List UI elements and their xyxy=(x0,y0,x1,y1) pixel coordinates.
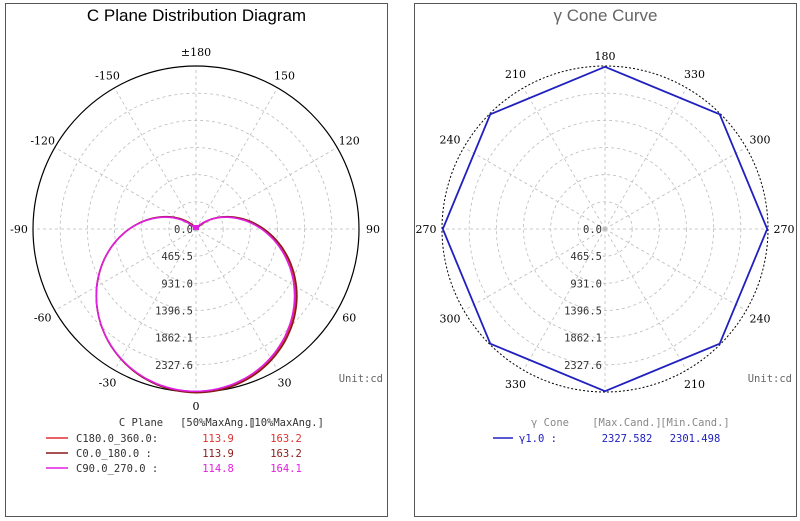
radial-tick-label: 1862.1 xyxy=(564,333,602,345)
legend-header: [Max.Cand.] xyxy=(592,417,662,429)
radial-tick-label: 931.0 xyxy=(161,278,193,290)
radial-tick-label: 1396.5 xyxy=(155,306,193,318)
legend-value-50: 114.8 xyxy=(202,463,234,475)
angle-label: -30 xyxy=(99,376,117,389)
grid-spoke xyxy=(523,87,606,230)
c-plane-chart: ±180 150 120 90 60 30 0 -30 -60 -90 -120 -150 0.0 465… xyxy=(10,46,383,475)
angle-label: 90 xyxy=(366,223,380,236)
legend-row-name: C90.0_270.0 : xyxy=(76,463,158,475)
angle-label: -90 xyxy=(10,223,28,236)
angle-label: 270 xyxy=(416,223,437,236)
c-plane-title: C Plane Distribution Diagram xyxy=(86,6,307,25)
angle-label: 0 xyxy=(193,400,200,413)
legend-header: [50%MaxAng.] xyxy=(180,417,256,429)
angle-label: 210 xyxy=(505,68,526,81)
angle-label: 240 xyxy=(750,313,771,326)
legend-value-min: 2301.498 xyxy=(670,433,721,445)
angle-label: -150 xyxy=(95,70,120,83)
radial-tick-label: 931.0 xyxy=(570,278,602,290)
grid-ring xyxy=(168,201,224,257)
legend-value-10: 164.1 xyxy=(270,463,302,475)
grid-ring xyxy=(577,201,633,257)
gamma-cone-title: γ Cone Curve xyxy=(553,6,658,25)
angle-label: 240 xyxy=(439,134,460,147)
grid-ring xyxy=(468,92,742,366)
radial-tick-label: 0.0 xyxy=(583,224,602,236)
series-curve xyxy=(95,215,298,394)
legend-header: [Min.Cand.] xyxy=(660,417,730,429)
legend-value-max: 2327.582 xyxy=(602,433,653,445)
angle-label: 300 xyxy=(439,313,460,326)
angle-label: 150 xyxy=(274,70,295,83)
gamma-cone-panel: γ Cone Curve 180 210 240 270 300 330 330 300 270… xyxy=(414,3,797,517)
legend-row-name: C180.0_360.0: xyxy=(76,433,158,445)
legend-header: [10%MaxAng.] xyxy=(248,417,324,429)
angle-label: 210 xyxy=(684,378,705,391)
grid-ring xyxy=(59,92,333,366)
legend-value-10: 163.2 xyxy=(270,433,302,445)
radial-tick-label: 465.5 xyxy=(570,251,602,263)
radial-tick-label: 1396.5 xyxy=(564,306,602,318)
legend-value-10: 163.2 xyxy=(270,448,302,460)
angle-label: 270 xyxy=(774,223,795,236)
angle-label: 120 xyxy=(339,135,360,148)
angle-label: 180 xyxy=(595,50,616,63)
c-plane-panel: C Plane Distribution Diagram ±180 150 120 9… xyxy=(5,3,388,517)
grid-spoke xyxy=(114,87,197,230)
radial-tick-label: 1862.1 xyxy=(155,333,193,345)
legend-header: γ Cone xyxy=(531,417,569,429)
angle-label: 330 xyxy=(684,68,705,81)
angle-label: -120 xyxy=(30,135,55,148)
radial-tick-label: 2327.6 xyxy=(155,360,193,372)
gamma-cone-chart: 180 210 240 270 300 330 330 300 270 240 210 0.0 465.… xyxy=(416,50,795,445)
legend-value-50: 113.9 xyxy=(202,433,234,445)
grid-ring xyxy=(114,147,278,311)
radial-tick-label: 2327.6 xyxy=(564,360,602,372)
grid-ring xyxy=(523,147,687,311)
unit-label: Unit:cd xyxy=(748,373,792,385)
angle-label: 300 xyxy=(750,134,771,147)
angle-label: -60 xyxy=(34,312,52,325)
legend-value-50: 113.9 xyxy=(202,448,234,460)
angle-label: 330 xyxy=(505,378,526,391)
angle-label: ±180 xyxy=(181,46,211,59)
legend-row-name: γ1.0 : xyxy=(519,433,557,445)
radial-tick-label: 465.5 xyxy=(161,251,193,263)
radial-tick-label: 0.0 xyxy=(174,224,193,236)
angle-label: 60 xyxy=(342,312,356,325)
cone-curve xyxy=(441,65,769,393)
unit-label: Unit:cd xyxy=(339,373,383,385)
grid-spoke xyxy=(463,147,606,230)
center-marker xyxy=(193,225,199,230)
legend-header: C Plane xyxy=(119,417,163,429)
angle-label: 30 xyxy=(278,376,292,389)
legend-row-name: C0.0_180.0 : xyxy=(76,448,152,460)
